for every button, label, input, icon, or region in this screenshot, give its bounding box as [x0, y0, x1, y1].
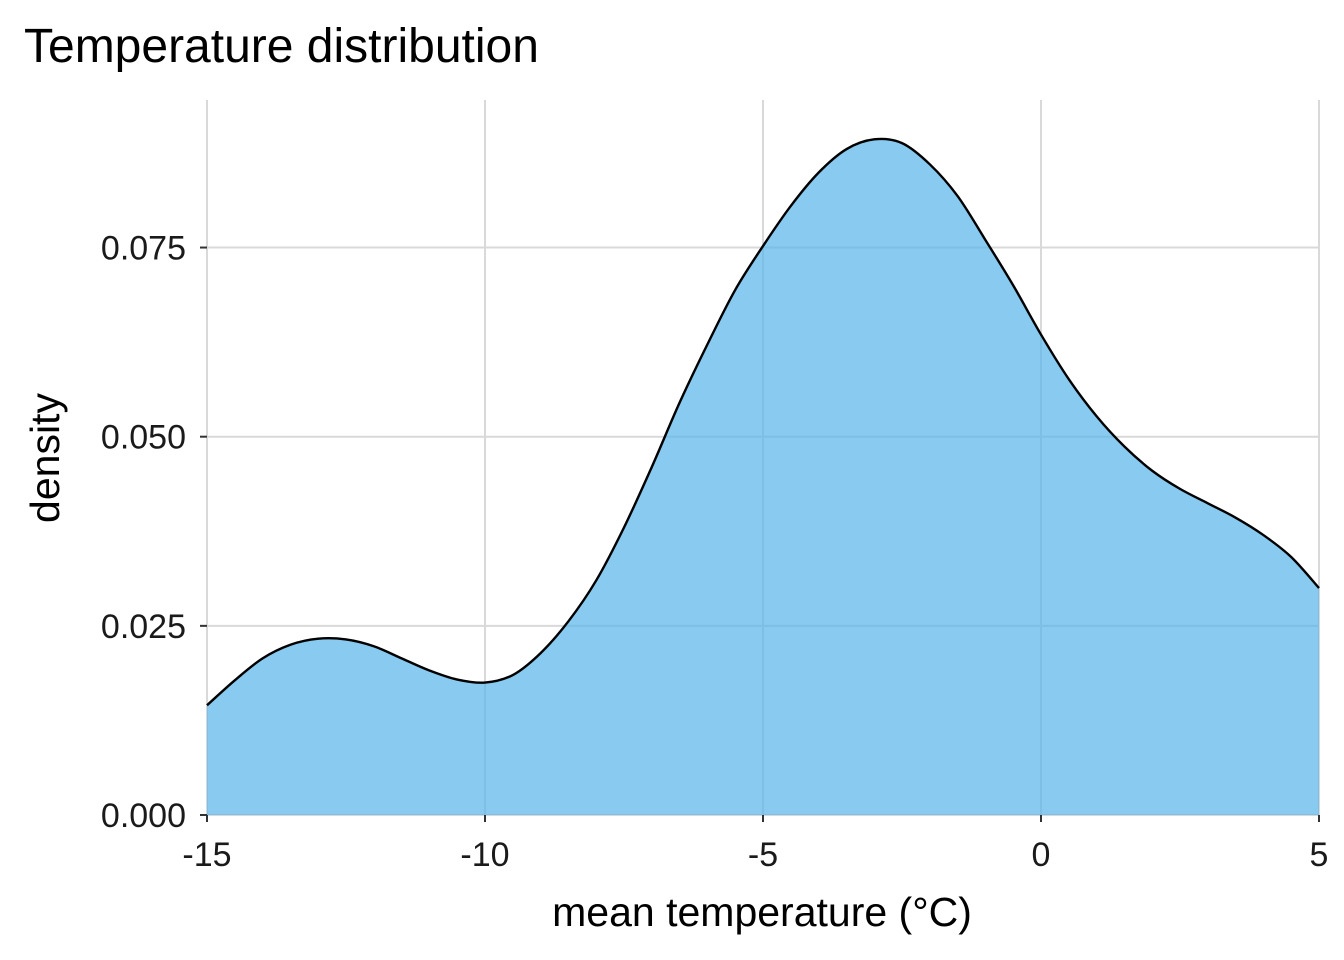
x-tick-label-4: 5: [1310, 836, 1329, 874]
x-tick-label-1: -10: [460, 836, 509, 874]
density-area: [207, 138, 1319, 815]
y-tick-label-1: 0.025: [101, 608, 186, 646]
x-axis-title: mean temperature (°C): [552, 889, 972, 935]
y-axis: 0.000 0.025 0.050 0.075: [101, 230, 207, 835]
x-tick-label-3: 0: [1032, 836, 1051, 874]
x-tick-label-0: -15: [182, 836, 231, 874]
y-tick-label-3: 0.075: [101, 230, 186, 268]
y-axis-title: density: [22, 393, 68, 523]
chart-title: Temperature distribution: [24, 20, 539, 73]
y-tick-label-2: 0.050: [101, 419, 186, 457]
density-line: [206, 137, 1320, 707]
y-tick-label-0: 0.000: [101, 797, 186, 835]
x-tick-label-2: -5: [748, 836, 778, 874]
x-axis: -15 -10 -5 0 5: [182, 815, 1328, 874]
